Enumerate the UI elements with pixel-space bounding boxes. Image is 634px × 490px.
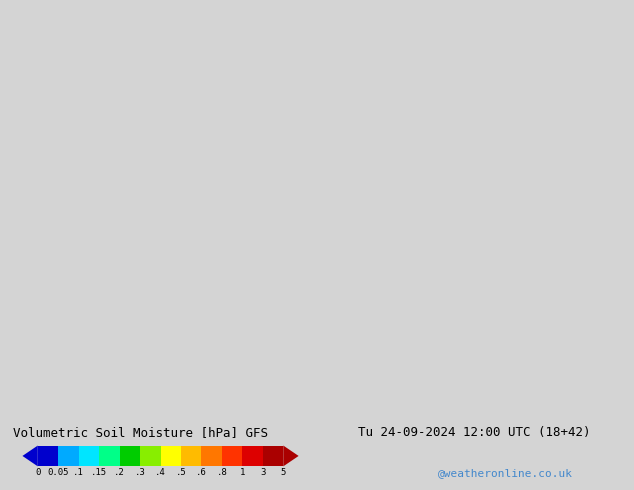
Bar [99,445,120,466]
FancyArrow shape [22,445,38,466]
Text: .8: .8 [217,468,227,477]
Text: .4: .4 [155,468,166,477]
FancyArrow shape [283,445,299,466]
Bar [242,445,263,466]
Bar [120,445,140,466]
Text: .3: .3 [134,468,145,477]
Text: .15: .15 [91,468,107,477]
Text: 0.05: 0.05 [48,468,69,477]
Text: 5: 5 [281,468,286,477]
Text: @weatheronline.co.uk: @weatheronline.co.uk [437,468,573,478]
Text: .5: .5 [176,468,186,477]
Text: 1: 1 [240,468,245,477]
Text: .1: .1 [74,468,84,477]
Bar [38,445,58,466]
Bar [140,445,160,466]
Text: Tu 24-09-2024 12:00 UTC (18+42): Tu 24-09-2024 12:00 UTC (18+42) [358,425,591,439]
Text: .2: .2 [114,468,125,477]
Bar [181,445,202,466]
Bar [79,445,99,466]
Bar [222,445,242,466]
Bar [160,445,181,466]
Text: 3: 3 [260,468,266,477]
Text: Volumetric Soil Moisture [hPa] GFS: Volumetric Soil Moisture [hPa] GFS [13,425,268,439]
Bar [263,445,283,466]
Text: 0: 0 [35,468,41,477]
Bar [58,445,79,466]
Bar [202,445,222,466]
Text: .6: .6 [196,468,207,477]
